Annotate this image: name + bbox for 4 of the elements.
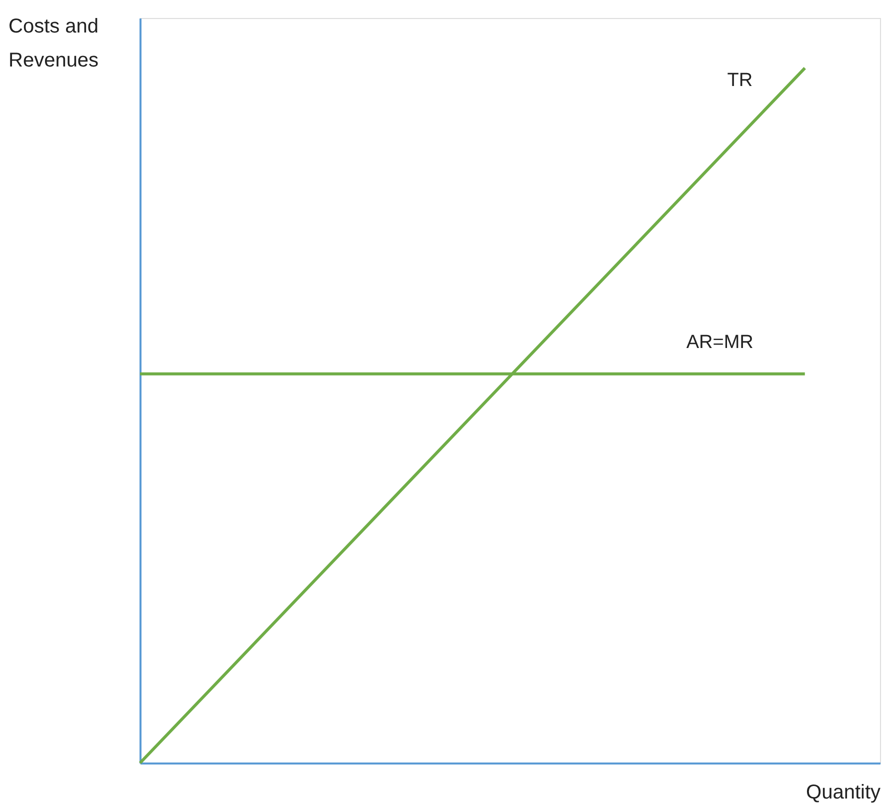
x-axis-title: Quantity xyxy=(806,782,880,804)
y-axis-title: Costs and Revenues xyxy=(8,16,99,72)
series-label: AR=MR xyxy=(686,332,754,353)
series-label: TR xyxy=(727,70,753,92)
